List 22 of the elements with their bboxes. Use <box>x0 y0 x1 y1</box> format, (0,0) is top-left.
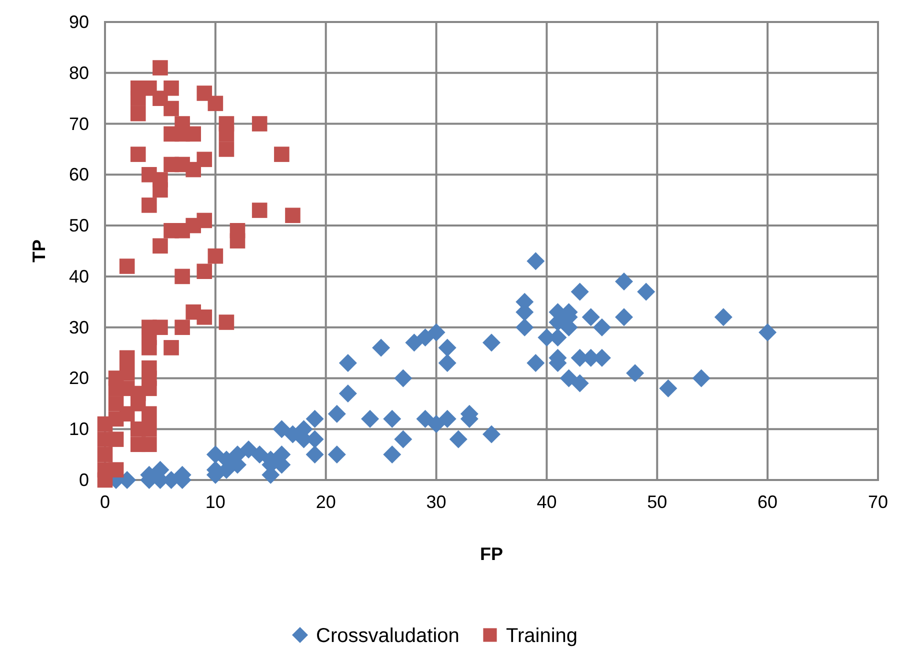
y-tick-label: 20 <box>68 368 89 388</box>
legend-label: Training <box>506 625 578 647</box>
x-axis-title: FP <box>480 544 504 564</box>
y-tick-label: 30 <box>68 317 89 338</box>
y-tick-label: 70 <box>68 114 89 134</box>
x-tick-label: 60 <box>758 492 778 512</box>
y-tick-label: 60 <box>68 164 89 185</box>
y-tick-label: 10 <box>68 419 89 440</box>
y-tick-label: 40 <box>68 266 89 286</box>
x-tick-label: 10 <box>205 492 226 512</box>
y-axis-title: TP <box>29 239 49 263</box>
y-tick-label: 90 <box>68 12 89 32</box>
x-tick-label: 70 <box>868 492 888 512</box>
x-tick-label: 0 <box>100 492 110 512</box>
legend-label: Crossvaludation <box>316 625 460 647</box>
y-tick-label: 80 <box>68 62 89 83</box>
y-tick-label: 0 <box>78 470 89 490</box>
x-tick-label: 50 <box>647 492 668 512</box>
y-tick-label: 50 <box>68 216 89 236</box>
x-tick-label: 20 <box>316 492 336 512</box>
x-tick-label: 30 <box>426 492 446 512</box>
x-tick-label: 40 <box>536 492 557 512</box>
